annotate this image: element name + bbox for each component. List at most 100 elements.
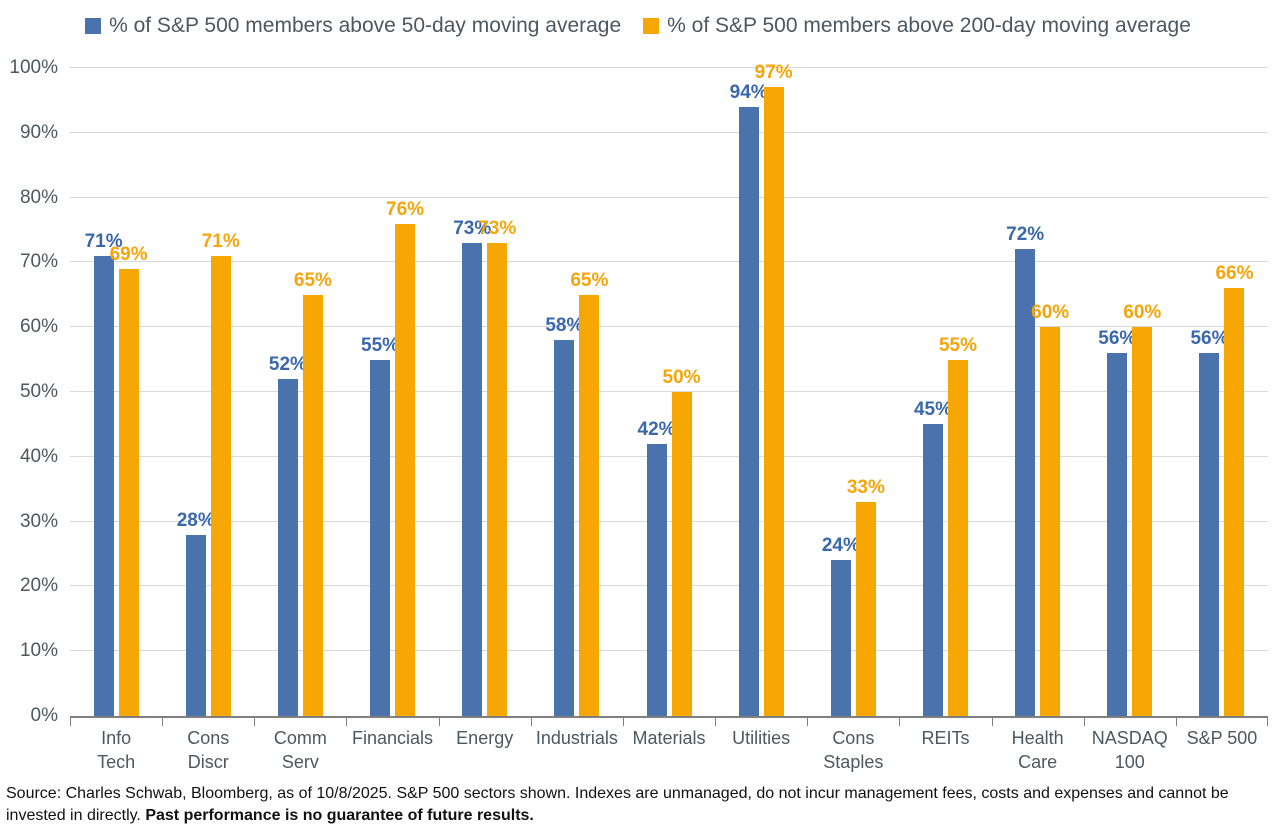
bar-200day (579, 294, 600, 716)
category-group: 73% 73% (439, 68, 531, 716)
bar-slot: 50% (663, 367, 701, 716)
legend-label-200day: % of S&P 500 members above 200-day movin… (667, 14, 1191, 37)
data-label: 33% (846, 477, 885, 499)
source-note: Source: Charles Schwab, Bloomberg, as of… (6, 783, 1270, 827)
x-axis-category-label: Energy (456, 728, 514, 748)
bar-50day (462, 242, 483, 716)
x-axis-category-label: Financials (352, 728, 434, 748)
data-label: 60% (1123, 302, 1162, 324)
bar-200day (947, 359, 968, 716)
bar-200day (763, 87, 784, 716)
bar-200day (395, 223, 416, 716)
bar-slot: 65% (570, 270, 608, 716)
y-axis: 0% 10% 20% 30% 40% 50% 60% 70% 80% 90% 100% (0, 57, 58, 726)
bar-200day (302, 294, 323, 716)
y-axis-tick-label: 70% (19, 251, 58, 273)
data-label: 58% (545, 315, 584, 337)
x-axis: Info Tech Cons Discr Comm Serv Financials En… (70, 726, 1268, 775)
legend-item-200day: % of S&P 500 members above 200-day movin… (643, 14, 1191, 38)
y-axis-tick-label: 90% (19, 121, 58, 143)
bar-slot: 65% (294, 270, 332, 716)
x-axis-tick (530, 718, 532, 726)
bar-50day (738, 106, 759, 716)
x-axis-tick (1175, 718, 1177, 726)
bar-200day (1132, 327, 1153, 716)
gridline-10 (70, 650, 1268, 652)
bar-200day (487, 242, 508, 716)
bar-50day (93, 255, 114, 716)
x-axis-category-label: Cons Staples (823, 728, 884, 773)
x-axis-tick (715, 718, 717, 726)
gridline-100 (70, 67, 1268, 68)
data-label: 73% (478, 217, 517, 239)
bar-50day (1015, 249, 1036, 716)
bar-200day (855, 502, 876, 716)
bar-slot: 69% (110, 244, 148, 716)
bar-50day (370, 359, 391, 716)
x-axis-category-label: Cons Discr (187, 728, 230, 773)
data-label: 76% (386, 198, 425, 220)
data-label: 94% (729, 81, 768, 103)
category-group: 55% 76% (346, 68, 438, 716)
bar-slot: 45% (914, 399, 952, 716)
category-group: 28% 71% (162, 68, 254, 716)
gridline-20 (70, 585, 1268, 587)
bar-slot: 56% (1098, 328, 1136, 716)
x-axis-tick (1267, 718, 1268, 726)
data-label: 42% (637, 418, 676, 440)
gridline-80 (70, 196, 1268, 198)
bar-slot: 60% (1123, 302, 1161, 716)
data-label: 52% (268, 354, 307, 376)
bar-slot: 28% (177, 510, 215, 716)
data-label: 60% (1031, 302, 1070, 324)
x-axis-category-label: Health Care (1011, 728, 1064, 773)
bar-slot: 60% (1031, 302, 1069, 716)
category-group: 94% 97% (715, 62, 807, 716)
gridline-50 (70, 391, 1268, 392)
category-group: 71% 69% (70, 68, 162, 716)
y-axis-tick-label: 100% (9, 57, 58, 78)
plot-area: 71% 69% 28% 71% 52% 65% 55% 76% 73% 73% 58% 65% 42% 5… (70, 62, 1268, 726)
y-axis-tick-label: 80% (19, 186, 58, 208)
bar-slot: 42% (638, 419, 676, 716)
data-label: 65% (293, 269, 332, 291)
bar-200day (210, 255, 231, 716)
bar-50day (277, 379, 298, 716)
category-group: 52% 65% (254, 68, 346, 716)
y-axis-tick-label: 50% (19, 381, 58, 402)
category-group: 24% 33% (807, 68, 899, 716)
x-axis-tick (1083, 718, 1085, 726)
data-label: 71% (84, 230, 123, 252)
gridline-70 (70, 261, 1268, 263)
data-label: 69% (109, 243, 148, 265)
y-axis-tick-label: 10% (19, 640, 58, 662)
x-axis-tick (162, 718, 164, 726)
x-axis-category-label: Industrials (535, 728, 618, 748)
gridline-90 (70, 131, 1268, 133)
data-label: 97% (754, 62, 793, 84)
bar-50day (1107, 353, 1128, 716)
x-axis-category-label: Materials (632, 728, 706, 748)
bar-slot: 66% (1215, 263, 1253, 716)
bar-slot: 71% (85, 231, 123, 716)
legend: % of S&P 500 members above 50-day moving… (0, 14, 1276, 38)
data-label: 73% (453, 217, 492, 239)
data-label: 56% (1098, 328, 1137, 350)
bar-slot: 71% (202, 231, 240, 716)
source-text: Source: Charles Schwab, Bloomberg, as of… (6, 785, 1229, 825)
x-axis-tick (807, 718, 809, 726)
x-axis-tick (899, 718, 901, 726)
category-group: 45% 55% (899, 68, 991, 716)
bar-50day (646, 443, 667, 716)
category-group: 56% 60% (1084, 68, 1176, 716)
x-axis-category-label: Comm Serv (273, 728, 327, 773)
x-axis-tick (70, 718, 71, 726)
legend-swatch-50day-icon (85, 18, 102, 34)
bar-slot: 55% (361, 335, 399, 716)
x-axis-category-label: REITs (921, 728, 970, 748)
x-axis-category-label: Utilities (732, 728, 791, 748)
data-label: 66% (1215, 263, 1254, 285)
x-axis-category-label: S&P 500 (1186, 728, 1258, 748)
bar-slot: 73% (453, 218, 491, 716)
